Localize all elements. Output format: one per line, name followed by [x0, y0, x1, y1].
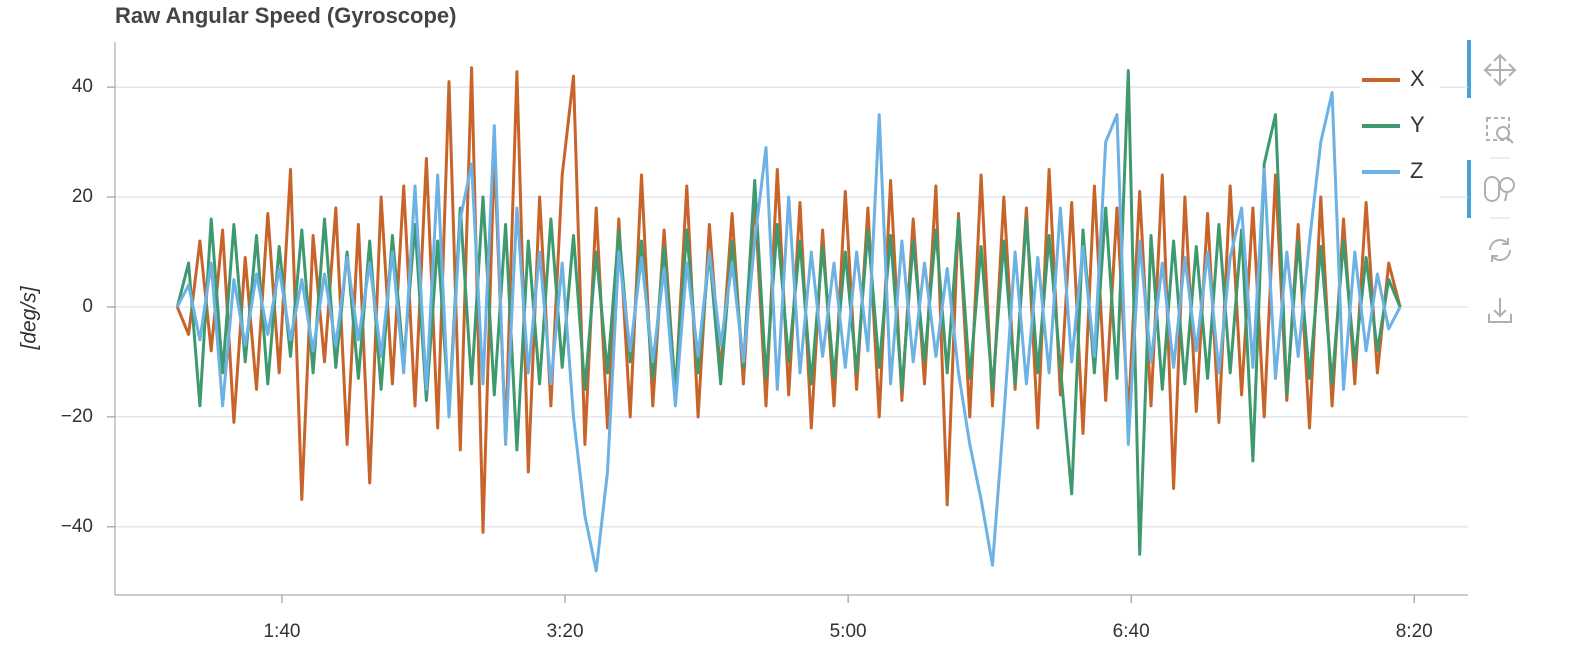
x-tick-label: 6:40	[1113, 621, 1150, 642]
chart-title: Raw Angular Speed (Gyroscope)	[115, 3, 456, 28]
y-axis-label: [deg/s]	[18, 285, 41, 350]
data-line	[175, 91, 1402, 573]
y-tick-label: 0	[82, 296, 93, 317]
legend-label: Y	[1410, 112, 1425, 137]
x-tick-label: 8:20	[1396, 621, 1433, 642]
active-indicator	[1467, 40, 1471, 98]
y-tick-label: 20	[72, 186, 93, 207]
reset-tool[interactable]	[1489, 238, 1511, 262]
data-line	[175, 69, 1402, 556]
save-tool[interactable]	[1488, 298, 1512, 323]
x-tick-label: 5:00	[830, 621, 867, 642]
toolbar	[1467, 40, 1517, 323]
legend: XYZ	[1360, 58, 1440, 198]
box-zoom-tool[interactable]	[1486, 117, 1514, 144]
legend-label: X	[1410, 66, 1425, 91]
plot-area	[107, 42, 1468, 603]
x-tick-label: 1:40	[264, 621, 301, 642]
wheel-zoom-tool[interactable]	[1484, 176, 1515, 202]
y-tick-label: −40	[61, 516, 93, 537]
pan-tool[interactable]	[1483, 53, 1517, 87]
active-indicator	[1467, 160, 1471, 218]
legend-label: Z	[1410, 158, 1423, 183]
x-tick-label: 3:20	[547, 621, 584, 642]
data-line	[175, 66, 1402, 534]
y-tick-label: −20	[61, 406, 93, 427]
y-tick-label: 40	[72, 76, 93, 97]
